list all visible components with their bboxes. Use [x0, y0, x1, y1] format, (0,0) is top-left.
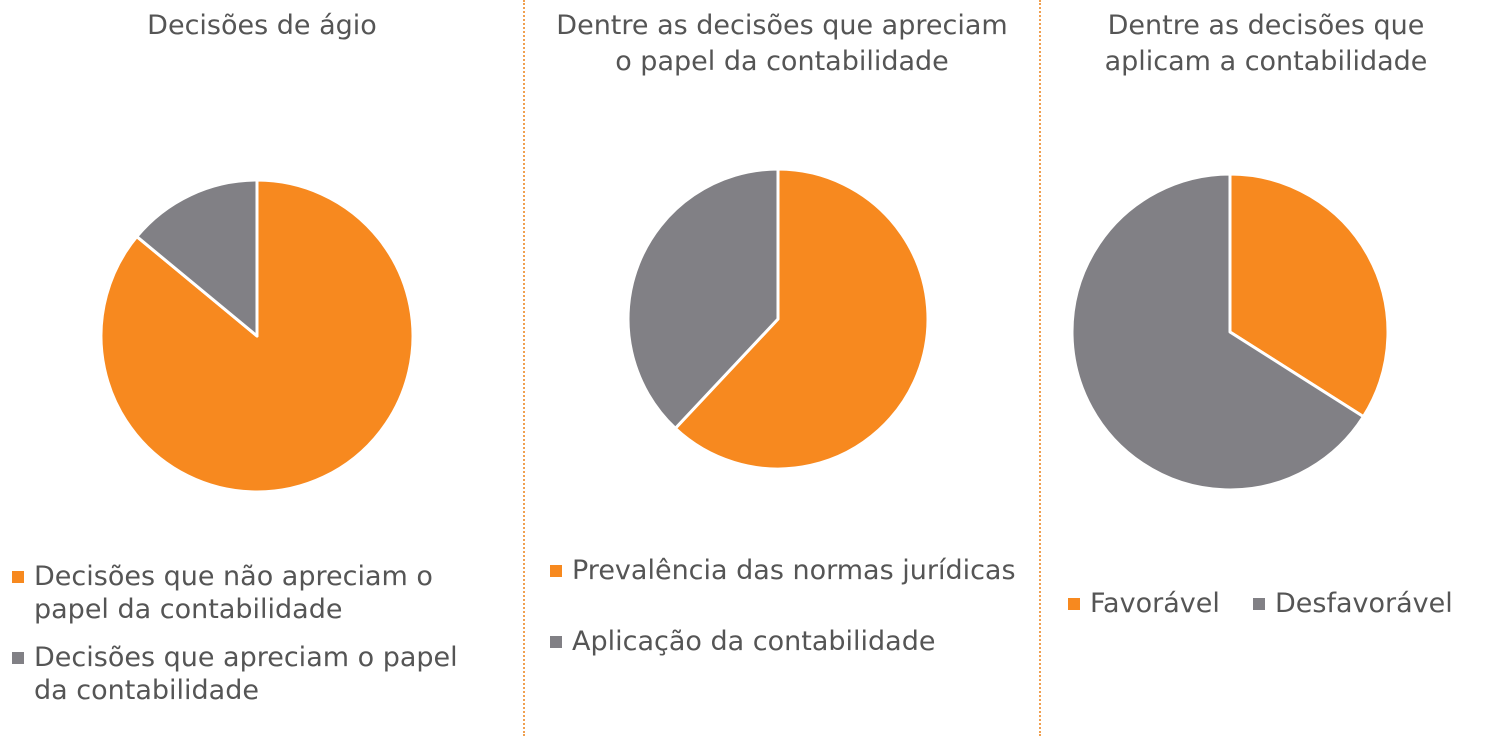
pie-slice-1 [1070, 172, 1365, 492]
pie-chart [1070, 172, 1390, 492]
pie-slice-1 [135, 178, 259, 338]
legend-swatch [550, 565, 562, 577]
legend-label: Prevalência das normas jurídicas [572, 555, 1016, 586]
pie-chart [626, 167, 930, 471]
pie-slice-0 [673, 167, 930, 471]
pie-slice-1 [626, 167, 780, 430]
legend-label: Favorável [1090, 588, 1220, 619]
chart-panel-aplicam: Dentre as decisões que aplicam a contabi… [1040, 0, 1492, 736]
legend-swatch [1068, 598, 1080, 610]
chart-panel-apreciam: Dentre as decisões que apreciam o papel … [525, 0, 1039, 736]
legend-label: Decisões que apreciam o papel da contabi… [34, 642, 458, 706]
chart-title: Dentre as decisões que aplicam a contabi… [1104, 10, 1428, 77]
chart-title: Dentre as decisões que apreciam o papel … [556, 10, 1008, 77]
legend-label: Decisões que não apreciam o papel da con… [34, 561, 433, 625]
divider-left [523, 0, 525, 736]
chart-panel-agio: Decisões de ágio Decisões que não apreci… [0, 0, 524, 736]
legend-label: Desfavorável [1275, 588, 1453, 619]
divider-right [1039, 0, 1041, 736]
legend-swatch [12, 571, 24, 583]
legend-label: Aplicação da contabilidade [572, 626, 936, 657]
chart-title: Decisões de ágio [147, 10, 377, 41]
legend-swatch [1253, 598, 1265, 610]
pie-chart [99, 178, 415, 494]
legend-swatch [12, 652, 24, 664]
legend-swatch [550, 636, 562, 648]
